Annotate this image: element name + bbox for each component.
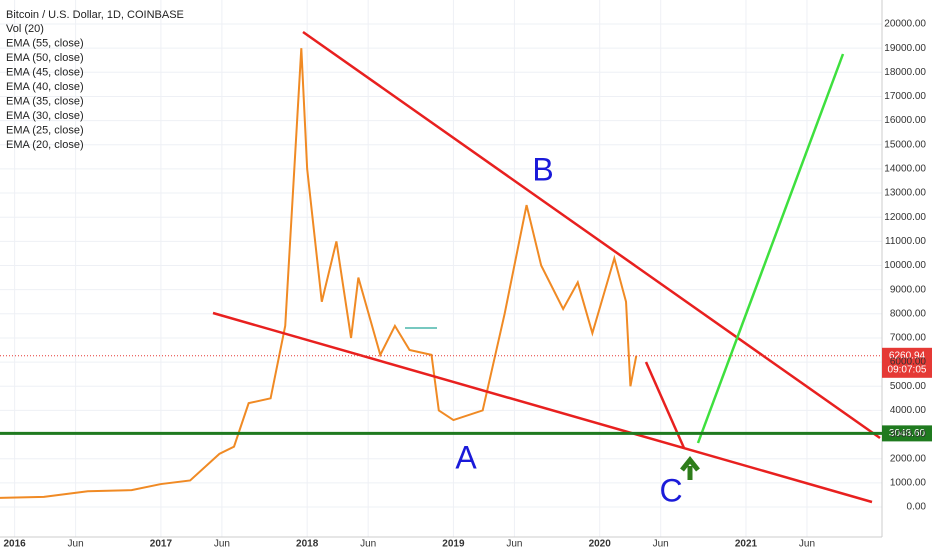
y-tick-label: 12000.00 [884,212,926,223]
x-tick-label: 2020 [589,539,612,550]
y-tick-label: 10000.00 [884,260,926,271]
x-tick-label: 2017 [150,539,173,550]
y-tick-label: 4000.00 [890,405,927,416]
x-tick-label: Jun [214,539,230,550]
y-tick-label: 1000.00 [890,477,927,488]
x-tick-label: 2016 [4,539,27,550]
indicator-label: Vol (20) [6,23,44,35]
y-tick-label: 0.00 [907,502,927,513]
indicator-label: EMA (40, close) [6,81,84,93]
price-tag [882,347,932,378]
indicator-label: EMA (25, close) [6,124,84,136]
y-tick-label: 17000.00 [884,91,926,102]
indicator-label: EMA (35, close) [6,95,84,107]
plot [0,48,638,499]
grid [0,0,882,537]
x-tick-label: Jun [799,539,815,550]
y-tick-label: 20000.00 [884,19,926,30]
price-tag-label: 6260.94 [889,350,926,361]
x-tick-label: Jun [360,539,376,550]
arrow-up [680,455,700,480]
y-tick-label: 19000.00 [884,43,926,54]
x-tick-label: 2021 [735,539,758,550]
x-tick-label: 2018 [296,539,319,550]
y-tick-label: 3000.00 [890,429,927,440]
indicator-label: EMA (20, close) [6,139,84,151]
lower-trendline [212,311,873,504]
legend: Bitcoin / U.S. Dollar, 1D, COINBASE Vol … [6,9,184,151]
y-tick-label: 2000.00 [890,453,927,464]
y-tick-label: 7000.00 [890,333,927,344]
x-tick-label: Jun [506,539,522,550]
price-tag-label: 3048.60 [889,428,926,439]
y-tick-label: 9000.00 [890,284,927,295]
y-tick-label: 18000.00 [884,67,926,78]
countdown: 09:07:05 [888,364,927,375]
drawings [212,30,881,504]
price-line [0,48,638,499]
x-tick-label: 2019 [442,539,465,550]
y-tick-label: 11000.00 [885,236,926,247]
y-tick-label: 16000.00 [884,115,926,126]
y-tick-label: 15000.00 [884,139,926,150]
price-tags: 3048.60 6260.94 09:07:05 [0,347,932,442]
annotation: A [455,439,477,475]
indicator-label: EMA (45, close) [6,66,84,78]
projection-up [696,53,845,444]
y-tick-label: 13000.00 [884,188,926,199]
indicator-label: EMA (55, close) [6,37,84,49]
y-tick-label: 8000.00 [890,308,927,319]
price-tag [882,425,932,442]
y-tick-label: 14000.00 [884,164,926,175]
upper-trendline [302,30,881,440]
x-tick-label: Jun [68,539,84,550]
indicator-label: EMA (50, close) [6,52,84,64]
indicator-label: EMA (30, close) [6,110,84,122]
x-tick-label: Jun [653,539,669,550]
chart-title: Bitcoin / U.S. Dollar, 1D, COINBASE [6,9,184,21]
annotation: C [659,472,682,508]
y-tick-label: 5000.00 [890,381,927,392]
y-tick-label: 6000.00 [890,357,927,368]
annotation: B [532,151,553,187]
